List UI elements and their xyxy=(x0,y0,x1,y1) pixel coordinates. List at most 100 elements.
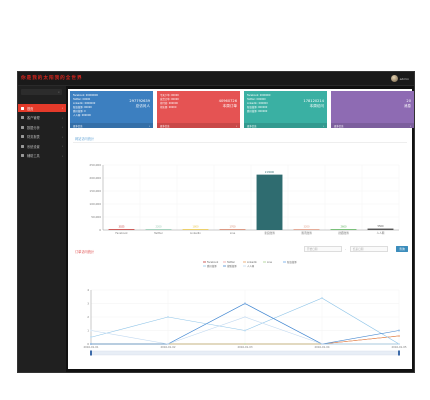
arrow-right-icon[interactable]: › xyxy=(322,123,324,128)
series-point[interactable] xyxy=(244,329,246,332)
sidebar: ⌕ 首页 ‹ 客户管理 ‹ 数据分析 ‹ 财务报表 ‹ 系统设置 ‹ 辅助工具 ‹ xyxy=(18,86,66,372)
main-content: Facebook: 00000000 Twitter: 00000 LinkedIn… xyxy=(68,89,414,369)
divider xyxy=(73,142,407,143)
sidebar-item-label: 系统设置 xyxy=(27,144,40,149)
legend-label[interactable]: 搜狐微博 xyxy=(227,264,237,268)
card-more-link[interactable]: 更多信息 › xyxy=(70,123,153,128)
menu-icon xyxy=(21,106,24,110)
sidebar-item-label: 财务报表 xyxy=(27,135,40,139)
card-more-label[interactable]: 更多信息 xyxy=(247,125,257,128)
search-icon[interactable]: ⌕ xyxy=(58,90,60,94)
arrow-right-icon[interactable]: › xyxy=(148,123,150,128)
series-point[interactable] xyxy=(244,302,246,305)
sidebar-item-1[interactable]: 客户管理 ‹ xyxy=(18,114,66,122)
top-bar: 你是我的太阳我的全世界 admin xyxy=(18,72,414,86)
arrow-right-icon[interactable]: › xyxy=(409,123,411,128)
card-line: Twitter: 00000 xyxy=(73,98,91,101)
zoom-handle-left[interactable] xyxy=(90,350,92,356)
menu-icon xyxy=(21,154,24,157)
query-button[interactable]: 查询 xyxy=(396,246,408,252)
chevron-left-icon: ‹ xyxy=(61,125,63,129)
card-more-label[interactable]: 更多信息 xyxy=(73,125,83,128)
y-tick-label: 4 xyxy=(87,288,89,292)
x-tick-label: 搜狐微博 xyxy=(338,231,349,235)
order-visits-title: 订单访问统计 xyxy=(75,250,95,254)
sidebar-item-2[interactable]: 数据分析 ‹ xyxy=(18,123,66,131)
sidebar-item-5[interactable]: 辅助工具 ‹ xyxy=(18,152,66,160)
browser-frame: 你是我的太阳我的全世界 admin ⌕ 首页 ‹ 客户管理 ‹ 数据分析 ‹ 财务报表 ‹ 系统… xyxy=(17,71,415,373)
series-point[interactable] xyxy=(398,343,400,345)
menu-icon xyxy=(21,135,24,138)
legend-label[interactable]: 人人网 xyxy=(247,264,255,268)
end-date-input[interactable]: 结束日期 xyxy=(350,246,388,252)
legend-label[interactable]: 腾讯微博 xyxy=(207,264,217,268)
series-point[interactable] xyxy=(167,343,169,345)
sidebar-search-input[interactable]: ⌕ xyxy=(21,89,62,95)
legend-label[interactable]: Line xyxy=(267,261,273,264)
sidebar-item-label: 客户管理 xyxy=(27,116,40,120)
card-lines: Facebook: 00000000 Twitter: 00000 LinkedIn… xyxy=(73,94,98,118)
chevron-left-icon: ‹ xyxy=(61,134,63,139)
user-menu[interactable]: admin xyxy=(390,74,409,83)
sidebar-item-label: 辅助工具 xyxy=(27,154,40,158)
chevron-left-icon: ‹ xyxy=(61,144,63,148)
series-point[interactable] xyxy=(244,316,246,318)
bar-data-label: 2600 xyxy=(340,226,347,229)
chevron-left-icon: ‹ xyxy=(61,153,63,158)
card-more-link[interactable]: 更多信息 › xyxy=(244,123,327,128)
series-point[interactable] xyxy=(167,316,169,318)
series-point[interactable] xyxy=(90,336,92,339)
bar-data-label: 213000 xyxy=(265,171,275,174)
legend-label[interactable]: 新浪微博 xyxy=(287,260,297,264)
series-point[interactable] xyxy=(90,329,92,332)
card-more-link[interactable]: 更多信息 › xyxy=(157,123,240,128)
bar[interactable] xyxy=(293,229,320,230)
bar[interactable] xyxy=(108,229,135,230)
card-line: 待处理: 00000 xyxy=(160,106,177,109)
sidebar-item-4[interactable]: 系统设置 ‹ xyxy=(18,142,66,150)
series-point[interactable] xyxy=(321,343,323,345)
sidebar-menu: 首页 ‹ 客户管理 ‹ 数据分析 ‹ 财务报表 ‹ 系统设置 ‹ 辅助工具 ‹ xyxy=(18,104,66,161)
legend-label[interactable]: LinkedIn xyxy=(247,261,258,264)
legend-label[interactable]: Twitter xyxy=(227,261,235,264)
y-tick-label: 0 xyxy=(87,342,89,346)
card-line: Facebook: 0000000 xyxy=(247,94,271,97)
card-more-label[interactable]: 更多信息 xyxy=(334,125,344,128)
y-tick-label: 3 xyxy=(87,302,89,306)
card-line: LinkedIn: 0000000 xyxy=(73,102,96,105)
user-name[interactable]: admin xyxy=(399,76,409,81)
legend-label[interactable]: Facebook xyxy=(207,261,219,264)
card-more-link[interactable]: 更多信息 › xyxy=(331,123,414,128)
bar[interactable] xyxy=(367,228,394,230)
arrow-right-icon[interactable]: › xyxy=(235,123,237,128)
zoom-handle-right[interactable] xyxy=(398,350,400,356)
bar[interactable] xyxy=(256,174,283,230)
x-tick-label: Line xyxy=(230,231,236,235)
sidebar-item-label: 数据分析 xyxy=(27,125,40,130)
series-point[interactable] xyxy=(90,343,92,345)
sidebar-item-0[interactable]: 首页 ‹ xyxy=(18,104,66,112)
card-big-label: 消息 xyxy=(403,103,411,108)
x-tick-label: LinkedIn xyxy=(190,231,201,235)
card-line: Facebook: 00000000 xyxy=(73,94,98,97)
bar[interactable] xyxy=(219,229,246,230)
bar[interactable] xyxy=(330,229,357,230)
avatar[interactable] xyxy=(390,75,398,82)
card-lines: Facebook: 0000000 Twitter: 000000 LinkedIn… xyxy=(247,94,270,114)
series-point[interactable] xyxy=(398,329,400,332)
bar-data-label: 3200 xyxy=(303,226,310,229)
start-date-input[interactable]: 开始日期 xyxy=(304,246,342,252)
series-point[interactable] xyxy=(398,335,400,337)
card-line: 新浪微博: 00000 xyxy=(73,106,92,109)
bar[interactable] xyxy=(182,229,209,230)
card-big-value: 297792639 xyxy=(129,99,150,103)
sidebar-item-3[interactable]: 财务报表 ‹ xyxy=(18,133,66,141)
bar[interactable] xyxy=(145,229,172,230)
card-more-label[interactable]: 更多信息 xyxy=(160,125,170,128)
series-point[interactable] xyxy=(321,297,323,299)
series-point[interactable] xyxy=(244,343,246,345)
zoom-slider-track[interactable] xyxy=(90,350,400,356)
x-tick-label: 新浪微博 xyxy=(264,231,275,235)
bar-data-label: 3025 xyxy=(118,226,125,229)
